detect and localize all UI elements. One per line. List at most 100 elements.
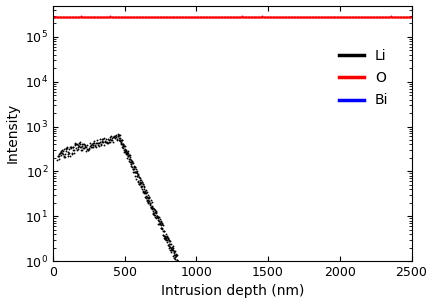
Point — [318, 15, 325, 20]
Point — [169, 247, 176, 251]
Point — [331, 14, 338, 19]
Point — [171, 249, 178, 254]
Point — [187, 14, 194, 19]
Point — [111, 133, 118, 138]
Point — [259, 14, 266, 19]
Point — [269, 14, 276, 19]
Point — [231, 14, 238, 19]
Point — [138, 184, 145, 189]
Point — [68, 15, 74, 19]
Point — [317, 14, 323, 19]
Point — [64, 14, 71, 19]
Point — [171, 249, 178, 254]
Point — [61, 15, 68, 19]
Point — [121, 15, 128, 19]
Point — [354, 14, 361, 19]
Point — [408, 15, 415, 19]
Point — [165, 15, 172, 19]
Point — [201, 14, 208, 19]
Point — [303, 15, 310, 19]
Point — [314, 14, 321, 19]
Point — [364, 14, 371, 19]
Point — [88, 15, 95, 19]
Point — [348, 15, 355, 19]
Point — [174, 263, 181, 268]
Point — [58, 151, 65, 156]
Point — [150, 208, 157, 213]
Point — [273, 14, 280, 19]
Point — [385, 14, 391, 19]
Point — [136, 177, 143, 182]
Point — [152, 14, 159, 19]
Point — [204, 14, 211, 19]
Point — [241, 14, 248, 19]
Point — [116, 133, 123, 138]
Point — [61, 155, 68, 160]
Point — [347, 14, 354, 19]
Point — [397, 15, 404, 19]
Point — [312, 15, 319, 19]
Point — [403, 14, 410, 19]
Point — [295, 14, 302, 19]
Point — [125, 154, 132, 159]
Point — [252, 14, 259, 19]
Point — [145, 14, 152, 19]
Point — [63, 145, 70, 150]
Point — [57, 14, 64, 19]
Point — [132, 173, 139, 178]
Point — [377, 14, 384, 19]
Point — [216, 15, 223, 20]
Point — [105, 141, 112, 146]
Point — [133, 174, 140, 179]
Point — [101, 15, 108, 19]
Point — [64, 149, 71, 154]
Point — [158, 14, 165, 19]
Point — [196, 15, 203, 19]
Point — [87, 14, 94, 19]
Point — [197, 15, 204, 19]
Point — [84, 14, 91, 19]
Point — [125, 153, 132, 158]
Point — [405, 15, 412, 19]
Point — [166, 239, 173, 244]
Point — [191, 15, 198, 19]
Point — [342, 14, 349, 19]
Point — [199, 14, 206, 19]
Point — [283, 14, 290, 19]
Point — [229, 14, 236, 19]
Point — [395, 14, 402, 19]
Point — [112, 136, 119, 140]
Point — [139, 182, 146, 187]
Point — [86, 15, 93, 19]
Point — [326, 15, 333, 19]
Point — [162, 238, 169, 243]
Point — [246, 14, 253, 19]
Point — [127, 160, 134, 165]
Point — [160, 15, 167, 19]
Point — [141, 15, 148, 19]
Point — [196, 14, 203, 19]
Point — [129, 161, 136, 166]
Point — [61, 155, 68, 160]
Point — [132, 164, 139, 169]
Point — [407, 14, 414, 19]
Point — [136, 176, 143, 181]
Point — [188, 15, 195, 19]
Point — [346, 14, 353, 19]
Point — [302, 14, 309, 19]
Point — [161, 235, 168, 240]
Point — [135, 172, 142, 177]
Point — [135, 175, 142, 180]
Point — [103, 140, 110, 145]
Point — [126, 159, 132, 164]
Point — [267, 14, 274, 19]
Point — [169, 248, 176, 253]
Point — [61, 14, 68, 19]
Point — [116, 137, 123, 142]
Point — [221, 15, 228, 19]
Point — [68, 151, 75, 156]
Point — [293, 14, 300, 19]
Point — [141, 184, 148, 188]
Point — [391, 14, 398, 19]
Point — [102, 136, 109, 141]
